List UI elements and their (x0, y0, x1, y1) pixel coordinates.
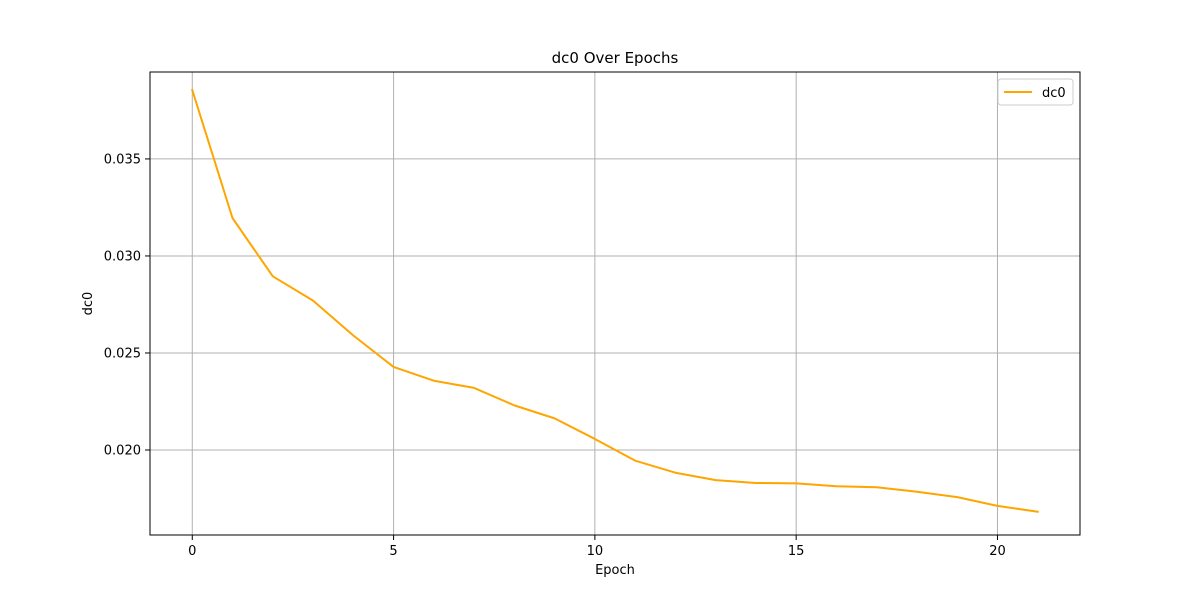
legend: dc0 (997, 78, 1074, 106)
y-tick-label: 0.035 (104, 152, 141, 167)
y-axis-label: dc0 (81, 292, 96, 316)
plot-frame (149, 71, 1081, 536)
x-tick-label: 10 (587, 544, 604, 559)
x-tick-label: 15 (788, 544, 805, 559)
series-line-dc0 (191, 88, 1039, 513)
y-tick-label: 0.025 (104, 346, 141, 361)
y-tick-label: 0.030 (104, 249, 141, 264)
grid-lines (150, 72, 1080, 535)
x-tick-label: 20 (989, 544, 1006, 559)
legend-box (997, 78, 1074, 106)
legend-label-dc0: dc0 (1042, 86, 1066, 101)
x-axis-label: Epoch (595, 563, 635, 578)
y-axis-ticks: 0.020 0.025 0.030 0.035 (104, 152, 150, 459)
chart-title: dc0 Over Epochs (552, 49, 679, 67)
y-tick-label: 0.020 (104, 444, 141, 459)
x-tick-label: 0 (188, 544, 196, 559)
x-tick-label: 5 (389, 544, 397, 559)
series-layer (191, 88, 1039, 513)
x-axis-ticks: 0 5 10 15 20 (188, 535, 1006, 559)
